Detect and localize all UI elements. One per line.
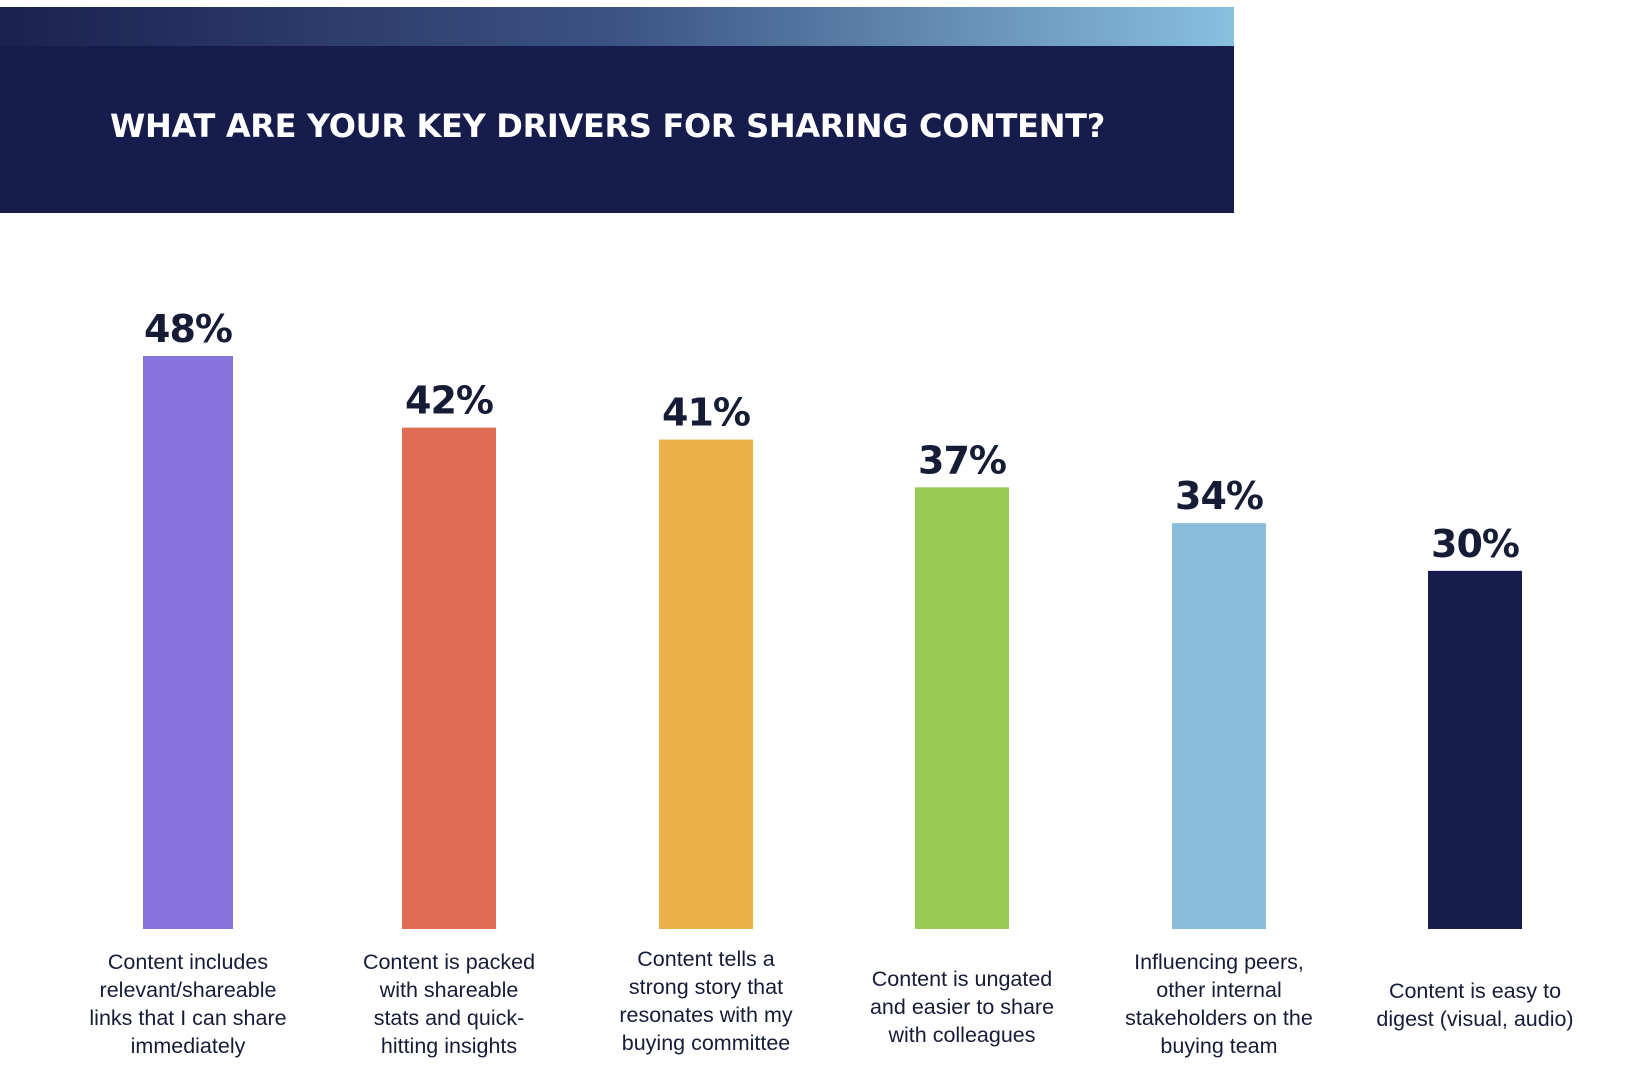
category-label-line: Content is easy to: [1388, 979, 1562, 1003]
category-label-line: relevant/shareable: [99, 978, 277, 1002]
value-label-2: 42%: [405, 379, 493, 423]
category-label-2: Content is packed with shareable stats and…: [334, 948, 564, 1060]
category-label-6: Content is easy to digest (visual, audio): [1360, 977, 1590, 1033]
category-label-line: stats and quick-: [373, 1006, 525, 1030]
bar-3: [659, 439, 753, 929]
category-label-line: Content tells a: [637, 947, 775, 971]
bar-5: [1172, 523, 1266, 929]
category-label-line: and easier to share: [869, 995, 1055, 1019]
value-label-5: 34%: [1175, 474, 1263, 518]
bar-4: [915, 487, 1009, 929]
category-label-line: buying committee: [621, 1031, 791, 1055]
category-label-line: with colleagues: [888, 1023, 1036, 1047]
category-label-line: other internal: [1156, 978, 1282, 1002]
value-label-3: 41%: [662, 391, 750, 435]
category-label-line: strong story that: [628, 975, 784, 999]
header-gradient-strip: [0, 7, 1234, 46]
category-label-4: Content is ungated and easier to share wit…: [847, 965, 1077, 1049]
category-label-line: digest (visual, audio): [1376, 1007, 1574, 1031]
chart-title: WHAT ARE YOUR KEY DRIVERS FOR SHARING CO…: [110, 107, 1105, 145]
category-label-line: Content is ungated: [871, 967, 1053, 991]
bar-6: [1428, 570, 1522, 929]
category-label-line: resonates with my: [619, 1003, 793, 1027]
category-label-line: immediately: [130, 1034, 246, 1058]
category-label-3: Content tells a strong story that resonate…: [591, 945, 821, 1057]
header-band: [0, 7, 1234, 213]
value-label-4: 37%: [918, 438, 1006, 482]
category-label-5: Influencing peers, other internal stakehol…: [1104, 948, 1334, 1060]
category-label-line: with shareable: [379, 978, 519, 1002]
bar-2: [402, 427, 496, 929]
bar-1: [143, 356, 233, 929]
category-label-1: Content includes relevant/shareable links …: [73, 948, 303, 1060]
category-label-line: Content is packed: [362, 950, 536, 974]
value-label-1: 48%: [144, 307, 232, 351]
value-label-6: 30%: [1431, 522, 1519, 566]
category-label-line: links that I can share: [89, 1006, 287, 1030]
category-label-line: hitting insights: [380, 1034, 518, 1058]
category-label-line: Influencing peers,: [1134, 950, 1304, 974]
category-label-line: Content includes: [107, 950, 269, 974]
category-label-line: stakeholders on the: [1125, 1006, 1313, 1030]
category-label-line: buying team: [1160, 1034, 1278, 1058]
